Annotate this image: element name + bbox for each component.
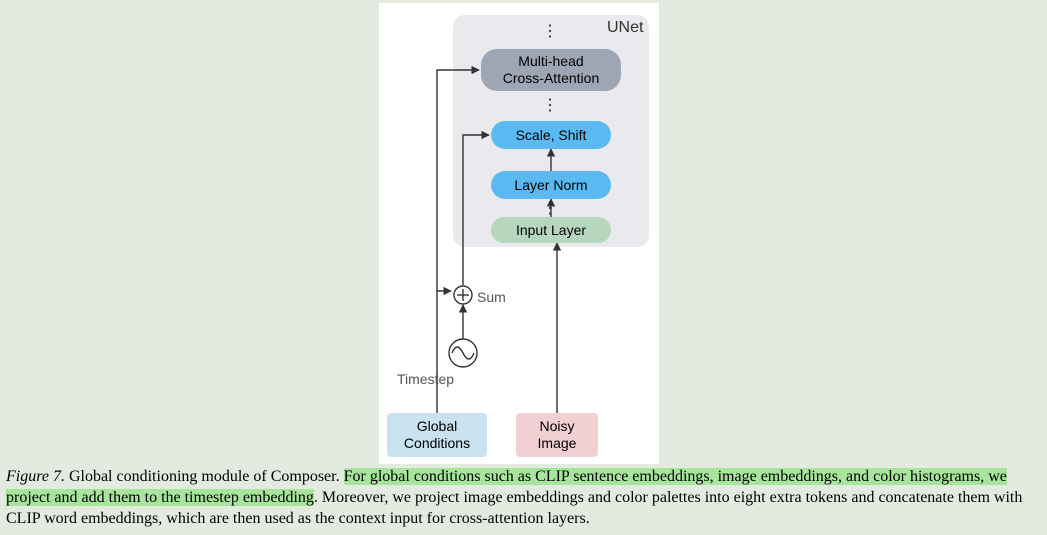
node-input-layer: Input Layer (491, 217, 611, 243)
figure-wrap: UNet Multi-head Cross-Attention Scale, S… (0, 0, 1047, 535)
diagram-panel: UNet Multi-head Cross-Attention Scale, S… (379, 3, 659, 464)
caption-pre: Global conditioning module of Composer. (65, 468, 344, 485)
node-global-conditions: Global Conditions (387, 413, 487, 457)
dots-top: ⋮ (531, 21, 571, 41)
dots-bottom: ⋮ (531, 198, 571, 218)
sum-label: Sum (477, 289, 506, 305)
dots-mid: ⋮ (531, 95, 571, 115)
node-scale-shift: Scale, Shift (491, 121, 611, 149)
figure-number: Figure 7. (6, 468, 65, 485)
unet-label: UNet (607, 19, 643, 37)
node-mha: Multi-head Cross-Attention (481, 49, 621, 91)
node-layer-norm: Layer Norm (491, 171, 611, 199)
sum-node (454, 286, 472, 304)
node-noisy-image: Noisy Image (516, 413, 598, 457)
timestep-label: Timestep (397, 371, 454, 387)
timestep-node (449, 339, 477, 367)
figure-caption: Figure 7. Global conditioning module of … (6, 467, 1042, 529)
